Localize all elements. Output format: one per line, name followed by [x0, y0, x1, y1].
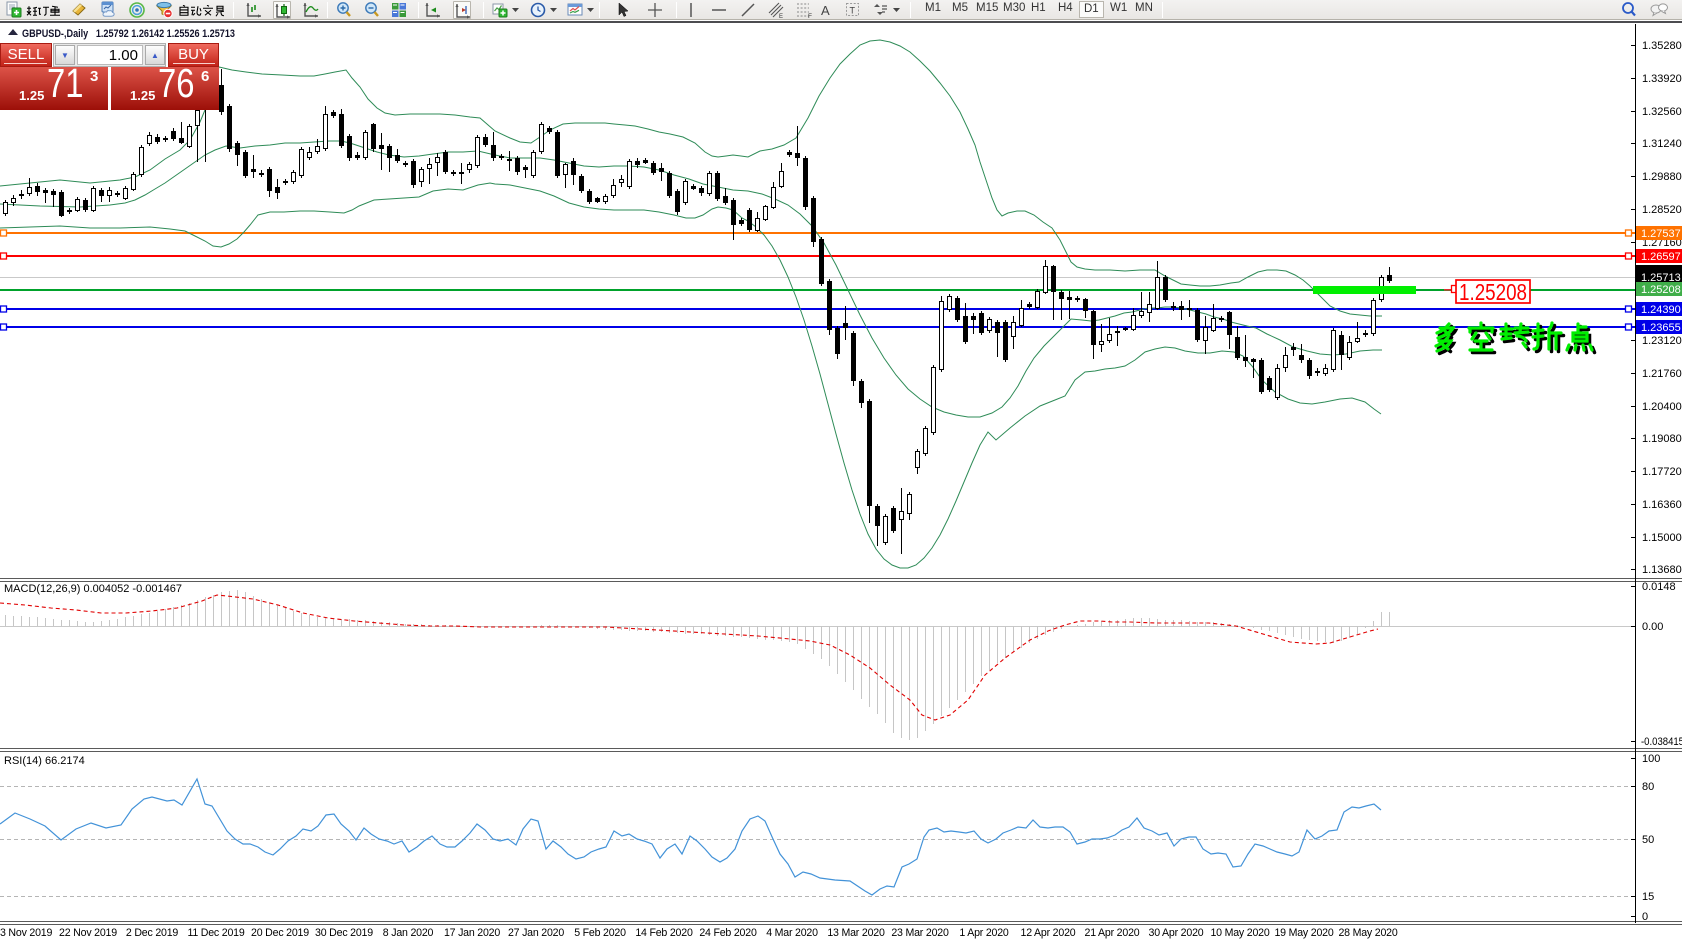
- svg-text:1.23655: 1.23655: [1641, 322, 1681, 334]
- svg-text:A: A: [821, 3, 830, 18]
- svg-text:1 Apr 2020: 1 Apr 2020: [959, 927, 1009, 939]
- svg-text:MACD(12,26,9) 0.004052 -0.0014: MACD(12,26,9) 0.004052 -0.001467: [4, 583, 182, 595]
- svg-text:1.23120: 1.23120: [1642, 335, 1682, 347]
- svg-text:4 Mar 2020: 4 Mar 2020: [766, 927, 818, 939]
- svg-text:19 May 2020: 19 May 2020: [1274, 927, 1333, 939]
- svg-text:T: T: [850, 6, 856, 16]
- svg-text:23 Mar 2020: 23 Mar 2020: [891, 927, 949, 939]
- svg-text:27 Jan 2020: 27 Jan 2020: [508, 927, 564, 939]
- svg-text:15: 15: [1642, 891, 1654, 903]
- svg-text:-0.038415: -0.038415: [1641, 736, 1682, 748]
- svg-text:5 Feb 2020: 5 Feb 2020: [574, 927, 626, 939]
- svg-text:10 May 2020: 10 May 2020: [1210, 927, 1269, 939]
- svg-text:1.31240: 1.31240: [1642, 138, 1682, 150]
- svg-text:30 Apr 2020: 30 Apr 2020: [1149, 927, 1204, 939]
- svg-text:1.17720: 1.17720: [1642, 466, 1682, 478]
- svg-text:21 Apr 2020: 21 Apr 2020: [1085, 927, 1140, 939]
- svg-text:50: 50: [1642, 834, 1654, 846]
- svg-text:14 Feb 2020: 14 Feb 2020: [635, 927, 693, 939]
- svg-text:12 Apr 2020: 12 Apr 2020: [1021, 927, 1076, 939]
- svg-text:1.24390: 1.24390: [1641, 304, 1681, 316]
- svg-text:0: 0: [1642, 911, 1648, 923]
- svg-text:0.0148: 0.0148: [1642, 581, 1676, 593]
- svg-text:100: 100: [1642, 753, 1660, 765]
- svg-text:1.13680: 1.13680: [1642, 564, 1682, 576]
- svg-text:1.27537: 1.27537: [1641, 228, 1681, 240]
- svg-text:1.15000: 1.15000: [1642, 532, 1682, 544]
- svg-text:1.16360: 1.16360: [1642, 499, 1682, 511]
- svg-text:1.35280: 1.35280: [1642, 40, 1682, 52]
- svg-text:F: F: [808, 13, 812, 19]
- svg-text:1.32560: 1.32560: [1642, 106, 1682, 118]
- svg-text:RSI(14) 66.2174: RSI(14) 66.2174: [4, 755, 85, 767]
- svg-text:1.29880: 1.29880: [1642, 171, 1682, 183]
- svg-text:17 Jan 2020: 17 Jan 2020: [444, 927, 500, 939]
- svg-text:1.26597: 1.26597: [1641, 251, 1681, 263]
- svg-text:1.25208: 1.25208: [1459, 279, 1527, 305]
- svg-text:24 Feb 2020: 24 Feb 2020: [699, 927, 757, 939]
- svg-text:3 Nov 2019: 3 Nov 2019: [0, 927, 52, 939]
- svg-text:E: E: [779, 14, 783, 19]
- svg-text:30 Dec 2019: 30 Dec 2019: [315, 927, 373, 939]
- svg-text:13 Mar 2020: 13 Mar 2020: [827, 927, 885, 939]
- svg-text:8 Jan 2020: 8 Jan 2020: [383, 927, 434, 939]
- svg-text:1.19080: 1.19080: [1642, 433, 1682, 445]
- svg-text:80: 80: [1642, 781, 1654, 793]
- svg-text:1.20400: 1.20400: [1642, 401, 1682, 413]
- svg-text:20 Dec 2019: 20 Dec 2019: [251, 927, 309, 939]
- svg-text:22 Nov 2019: 22 Nov 2019: [59, 927, 117, 939]
- svg-text:0.00: 0.00: [1642, 621, 1663, 633]
- svg-text:28 May 2020: 28 May 2020: [1338, 927, 1397, 939]
- svg-text:GBPUSD-,Daily 1.25792 1.2614: GBPUSD-,Daily 1.25792 1.26142 1.25526 1.…: [22, 28, 235, 40]
- svg-text:1.21760: 1.21760: [1642, 368, 1682, 380]
- svg-text:2 Dec 2019: 2 Dec 2019: [126, 927, 178, 939]
- svg-text:1.28520: 1.28520: [1642, 204, 1682, 216]
- svg-text:1.33920: 1.33920: [1642, 73, 1682, 85]
- svg-text:11 Dec 2019: 11 Dec 2019: [187, 927, 244, 939]
- svg-text:1.25713: 1.25713: [1641, 272, 1681, 284]
- svg-text:1.25208: 1.25208: [1641, 284, 1681, 296]
